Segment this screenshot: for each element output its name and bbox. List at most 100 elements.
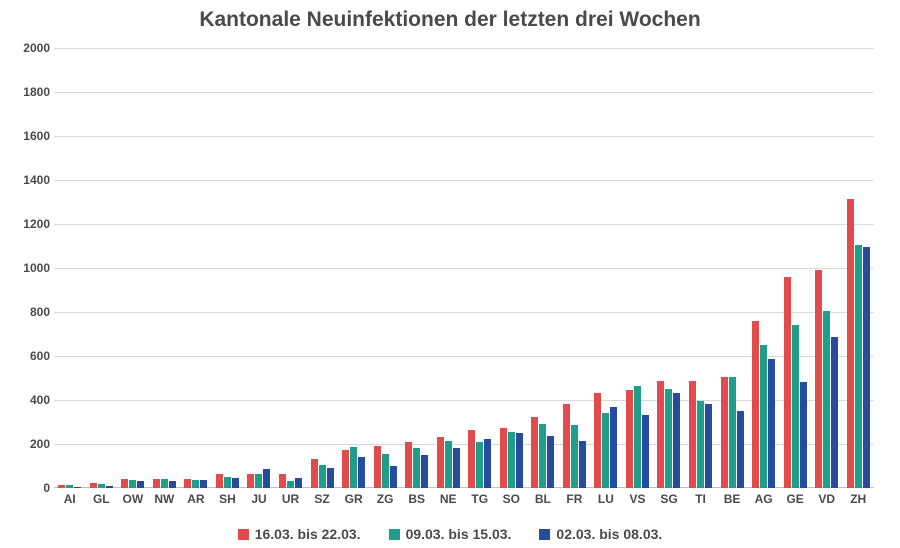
y-tick-label: 1000 bbox=[8, 261, 50, 275]
x-tick-label: TG bbox=[464, 492, 496, 506]
y-tick-label: 1200 bbox=[8, 217, 50, 231]
bar bbox=[792, 325, 799, 488]
bar bbox=[90, 483, 97, 489]
bar bbox=[200, 480, 207, 488]
legend-label: 09.03. bis 15.03. bbox=[406, 526, 512, 542]
bar-group: SH bbox=[212, 48, 244, 488]
bar bbox=[137, 481, 144, 488]
chart-container: Kantonale Neuinfektionen der letzten dre… bbox=[0, 0, 900, 548]
bar bbox=[579, 441, 586, 488]
bar bbox=[594, 393, 601, 488]
y-tick-label: 0 bbox=[8, 481, 50, 495]
bar bbox=[476, 442, 483, 488]
bar bbox=[106, 486, 113, 488]
x-tick-label: BL bbox=[527, 492, 559, 506]
bar bbox=[382, 454, 389, 488]
x-tick-label: GR bbox=[338, 492, 370, 506]
bar bbox=[784, 277, 791, 488]
bar bbox=[405, 442, 412, 488]
x-tick-label: GL bbox=[86, 492, 118, 506]
bar bbox=[760, 345, 767, 488]
bar bbox=[863, 247, 870, 488]
y-tick-label: 600 bbox=[8, 349, 50, 363]
x-tick-label: BE bbox=[716, 492, 748, 506]
bar bbox=[800, 382, 807, 488]
bar bbox=[287, 481, 294, 488]
bar bbox=[121, 479, 128, 488]
y-tick-label: 400 bbox=[8, 393, 50, 407]
bar-group: VD bbox=[811, 48, 843, 488]
x-tick-label: ZG bbox=[369, 492, 401, 506]
bar bbox=[571, 425, 578, 488]
legend-swatch bbox=[539, 529, 550, 540]
bar-group: SG bbox=[653, 48, 685, 488]
bar bbox=[153, 479, 160, 488]
bar bbox=[484, 439, 491, 489]
bar bbox=[279, 474, 286, 488]
x-tick-label: LU bbox=[590, 492, 622, 506]
y-tick-label: 2000 bbox=[8, 41, 50, 55]
bar bbox=[531, 417, 538, 489]
legend-swatch bbox=[238, 529, 249, 540]
bar-group: AI bbox=[54, 48, 86, 488]
bar bbox=[232, 478, 239, 488]
y-tick-label: 1800 bbox=[8, 85, 50, 99]
bar-group: VS bbox=[622, 48, 654, 488]
x-tick-label: FR bbox=[559, 492, 591, 506]
bar bbox=[737, 411, 744, 488]
bar bbox=[327, 468, 334, 488]
x-tick-label: GE bbox=[779, 492, 811, 506]
bar bbox=[823, 311, 830, 488]
bar bbox=[610, 407, 617, 488]
y-tick-label: 200 bbox=[8, 437, 50, 451]
bar bbox=[390, 466, 397, 488]
bar bbox=[563, 404, 570, 488]
bar bbox=[831, 337, 838, 488]
bar-group: NE bbox=[432, 48, 464, 488]
bar bbox=[342, 450, 349, 489]
legend-label: 16.03. bis 22.03. bbox=[255, 526, 361, 542]
bar bbox=[58, 485, 65, 488]
legend-item: 16.03. bis 22.03. bbox=[238, 526, 361, 542]
bar-group: UR bbox=[275, 48, 307, 488]
bar bbox=[350, 447, 357, 488]
bar bbox=[815, 270, 822, 488]
bar bbox=[216, 474, 223, 488]
x-tick-label: OW bbox=[117, 492, 149, 506]
bar bbox=[374, 446, 381, 488]
plot-area: 0200400600800100012001400160018002000AIG… bbox=[54, 48, 874, 488]
x-tick-label: AR bbox=[180, 492, 212, 506]
chart-title: Kantonale Neuinfektionen der letzten dre… bbox=[0, 8, 900, 32]
x-tick-label: SO bbox=[496, 492, 528, 506]
x-tick-label: SZ bbox=[306, 492, 338, 506]
legend-item: 09.03. bis 15.03. bbox=[389, 526, 512, 542]
bar bbox=[421, 455, 428, 488]
bar-group: BL bbox=[527, 48, 559, 488]
bar bbox=[169, 481, 176, 488]
bar bbox=[319, 465, 326, 488]
x-tick-label: AI bbox=[54, 492, 86, 506]
legend-swatch bbox=[389, 529, 400, 540]
x-tick-label: JU bbox=[243, 492, 275, 506]
bar bbox=[539, 424, 546, 488]
bar-group: TI bbox=[685, 48, 717, 488]
bar-group: ZH bbox=[842, 48, 874, 488]
bar bbox=[500, 428, 507, 489]
x-tick-label: AG bbox=[748, 492, 780, 506]
bar bbox=[847, 199, 854, 488]
bar-group: GE bbox=[779, 48, 811, 488]
bar bbox=[161, 479, 168, 488]
bar bbox=[311, 459, 318, 488]
bar bbox=[224, 477, 231, 488]
x-tick-label: BS bbox=[401, 492, 433, 506]
bar bbox=[721, 377, 728, 488]
bar bbox=[855, 245, 862, 488]
bar bbox=[192, 480, 199, 488]
x-tick-label: VD bbox=[811, 492, 843, 506]
bar-group: BS bbox=[401, 48, 433, 488]
bar bbox=[673, 393, 680, 488]
x-tick-label: SG bbox=[653, 492, 685, 506]
bar bbox=[634, 386, 641, 488]
bar bbox=[689, 381, 696, 488]
bar bbox=[642, 415, 649, 488]
